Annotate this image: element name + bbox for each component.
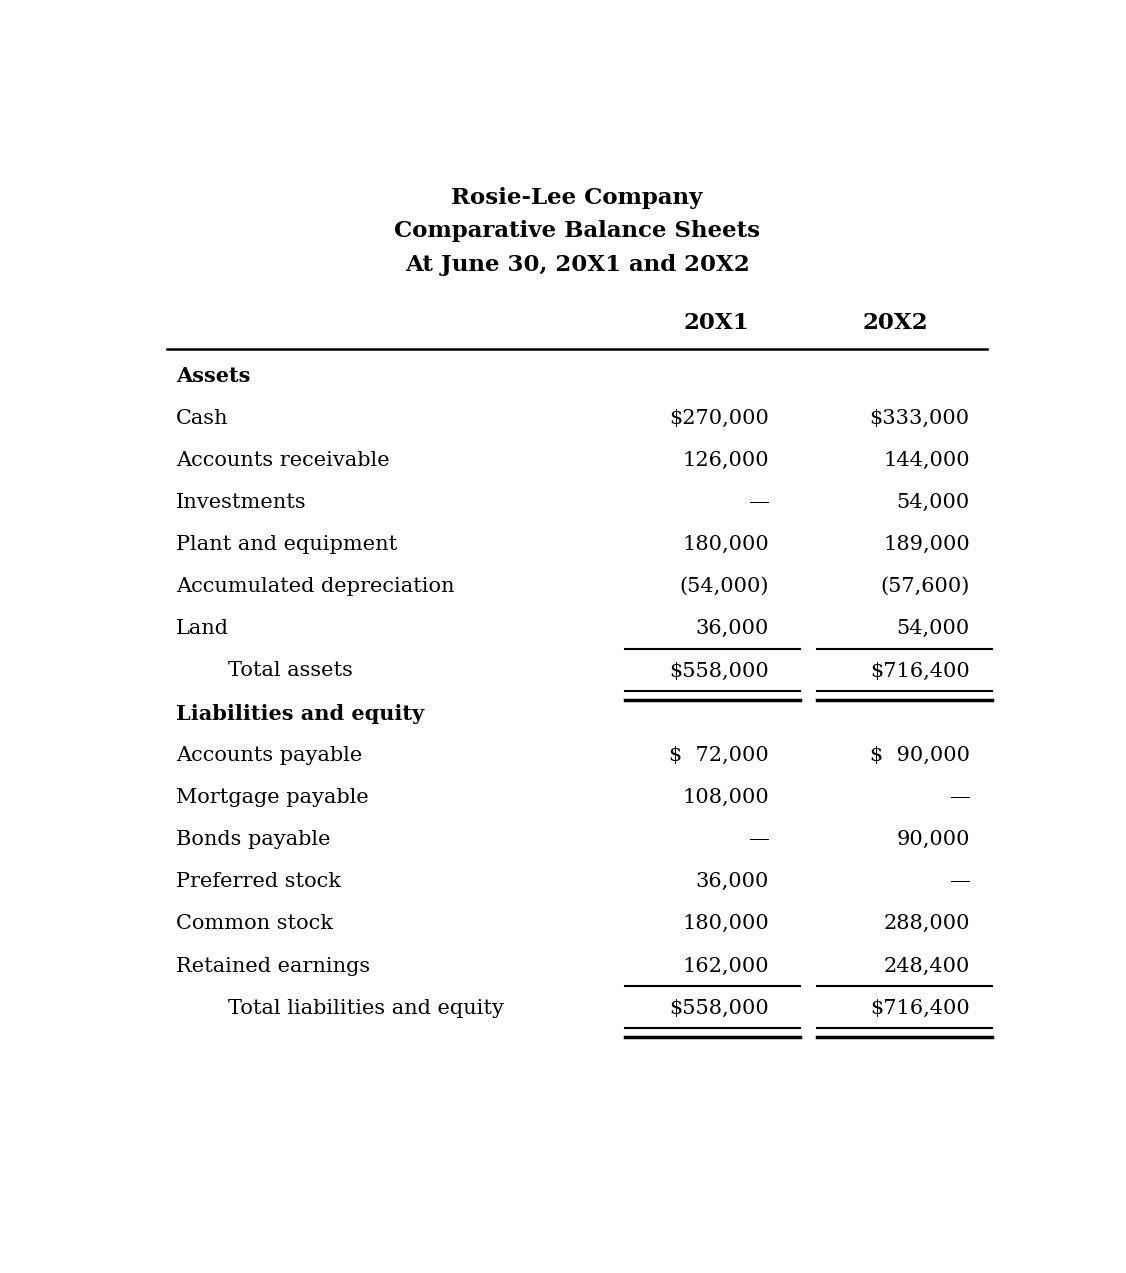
Text: 54,000: 54,000 (896, 620, 969, 638)
Text: Rosie-Lee Company: Rosie-Lee Company (452, 187, 703, 209)
Text: 189,000: 189,000 (883, 535, 969, 554)
Text: $716,400: $716,400 (870, 662, 969, 681)
Text: $  72,000: $ 72,000 (669, 746, 769, 765)
Text: Plant and equipment: Plant and equipment (176, 535, 396, 554)
Text: Total assets: Total assets (227, 662, 352, 681)
Text: Accounts receivable: Accounts receivable (176, 451, 390, 470)
Text: $558,000: $558,000 (669, 662, 769, 681)
Text: At June 30, 20X1 and 20X2: At June 30, 20X1 and 20X2 (404, 253, 750, 276)
Text: 90,000: 90,000 (896, 830, 969, 849)
Text: 162,000: 162,000 (682, 956, 769, 975)
Text: —: — (949, 788, 969, 807)
Text: Retained earnings: Retained earnings (176, 956, 369, 975)
Text: 180,000: 180,000 (682, 914, 769, 933)
Text: Assets: Assets (176, 367, 250, 387)
Text: 180,000: 180,000 (682, 535, 769, 554)
Text: (57,600): (57,600) (881, 577, 969, 596)
Text: —: — (949, 872, 969, 891)
Text: —: — (749, 493, 769, 512)
Text: $558,000: $558,000 (669, 999, 769, 1017)
Text: $716,400: $716,400 (870, 999, 969, 1017)
Text: Accounts payable: Accounts payable (176, 746, 361, 765)
Text: Comparative Balance Sheets: Comparative Balance Sheets (394, 220, 760, 242)
Text: Total liabilities and equity: Total liabilities and equity (227, 999, 504, 1017)
Text: Common stock: Common stock (176, 914, 332, 933)
Text: Mortgage payable: Mortgage payable (176, 788, 368, 807)
Text: 20X1: 20X1 (683, 312, 750, 334)
Text: $  90,000: $ 90,000 (869, 746, 969, 765)
Text: 288,000: 288,000 (883, 914, 969, 933)
Text: Liabilities and equity: Liabilities and equity (176, 704, 423, 723)
Text: —: — (749, 830, 769, 849)
Text: Preferred stock: Preferred stock (176, 872, 341, 891)
Text: Land: Land (176, 620, 229, 638)
Text: 108,000: 108,000 (682, 788, 769, 807)
Text: (54,000): (54,000) (680, 577, 769, 596)
Text: 20X2: 20X2 (863, 312, 929, 334)
Text: 36,000: 36,000 (696, 872, 769, 891)
Text: 144,000: 144,000 (883, 451, 969, 470)
Text: Accumulated depreciation: Accumulated depreciation (176, 577, 454, 596)
Text: $270,000: $270,000 (669, 409, 769, 428)
Text: $333,000: $333,000 (869, 409, 969, 428)
Text: 54,000: 54,000 (896, 493, 969, 512)
Text: 36,000: 36,000 (696, 620, 769, 638)
Text: Investments: Investments (176, 493, 306, 512)
Text: Cash: Cash (176, 409, 229, 428)
Text: Bonds payable: Bonds payable (176, 830, 330, 849)
Text: 248,400: 248,400 (884, 956, 969, 975)
Text: 126,000: 126,000 (682, 451, 769, 470)
